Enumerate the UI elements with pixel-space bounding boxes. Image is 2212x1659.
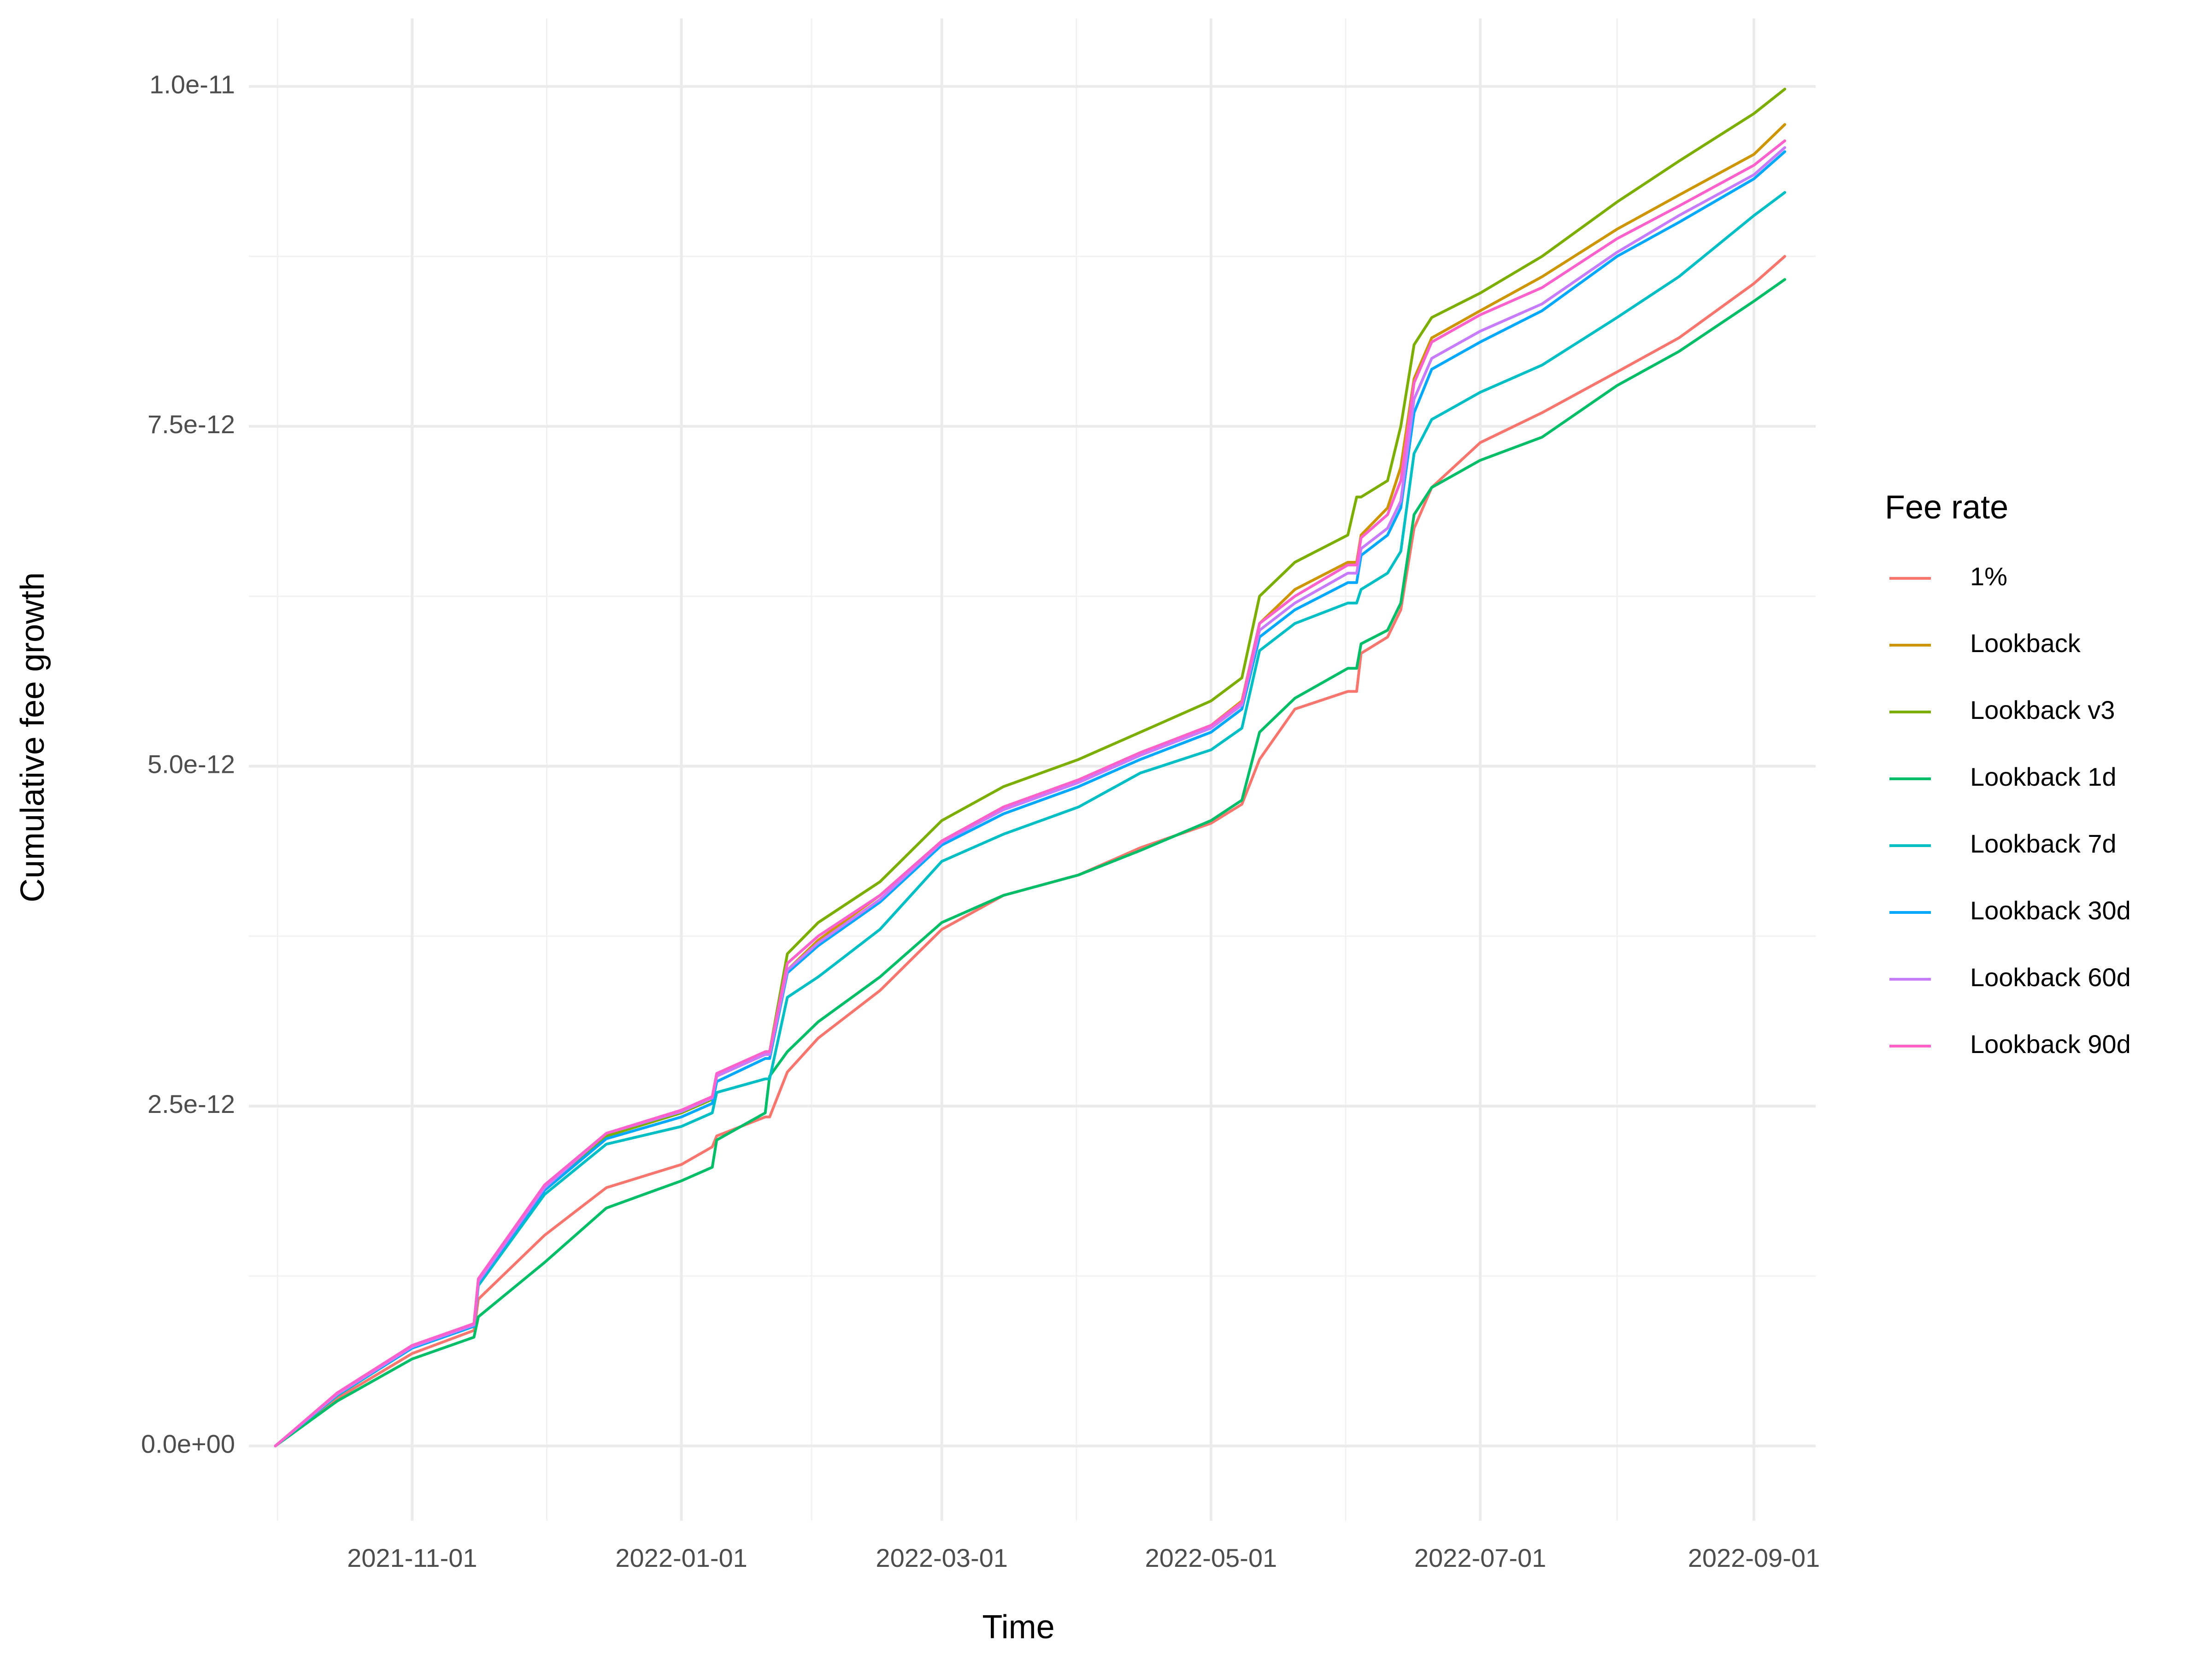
x-axis-title: Time [982,1609,1054,1646]
y-tick-label: 2.5e-12 [147,1089,235,1118]
series-lines [274,88,1786,1447]
legend-label: Lookback [1970,629,2081,658]
legend-label: 1% [1970,562,2007,591]
y-tick-label: 0.0e+00 [141,1430,235,1459]
y-tick-label: 7.5e-12 [147,410,235,439]
series-line [274,150,1786,1447]
x-tick-label: 2022-01-01 [615,1543,747,1572]
legend-label: Lookback 30d [1970,896,2131,925]
y-tick-label: 5.0e-12 [147,749,235,778]
legend-label: Lookback v3 [1970,695,2115,724]
series-line [274,255,1786,1447]
legend-label: Lookback 1d [1970,762,2117,791]
legend: Fee rate 1% Lookback Lookback v3 Lookback 1… [1885,489,2131,1059]
x-tick-label: 2022-09-01 [1688,1543,1820,1572]
x-tick-label: 2021-11-01 [347,1543,477,1572]
x-tick-label: 2022-03-01 [876,1543,1007,1572]
y-axis-title: Cumulative fee growth [14,572,51,902]
y-tick-label: 1.0e-11 [149,70,235,99]
x-tick-label: 2022-05-01 [1145,1543,1277,1572]
series-line [274,278,1786,1447]
legend-label: Lookback 90d [1970,1030,2131,1059]
series-line [274,191,1786,1447]
x-axis-ticks: 2021-11-01 2022-01-01 2022-03-01 2022-05-01… [347,1543,1820,1572]
x-tick-label: 2022-07-01 [1414,1543,1546,1572]
legend-title: Fee rate [1885,489,2008,526]
legend-items: 1% Lookback Lookback v3 Lookback 1d Lookback… [1889,562,2131,1059]
legend-label: Lookback 60d [1970,963,2131,992]
series-line [274,88,1786,1447]
y-axis-ticks: 0.0e+00 2.5e-12 5.0e-12 7.5e-12 1.0e-11 [141,70,235,1458]
legend-label: Lookback 7d [1970,829,2117,858]
grid [249,18,1816,1521]
series-line [274,139,1786,1447]
